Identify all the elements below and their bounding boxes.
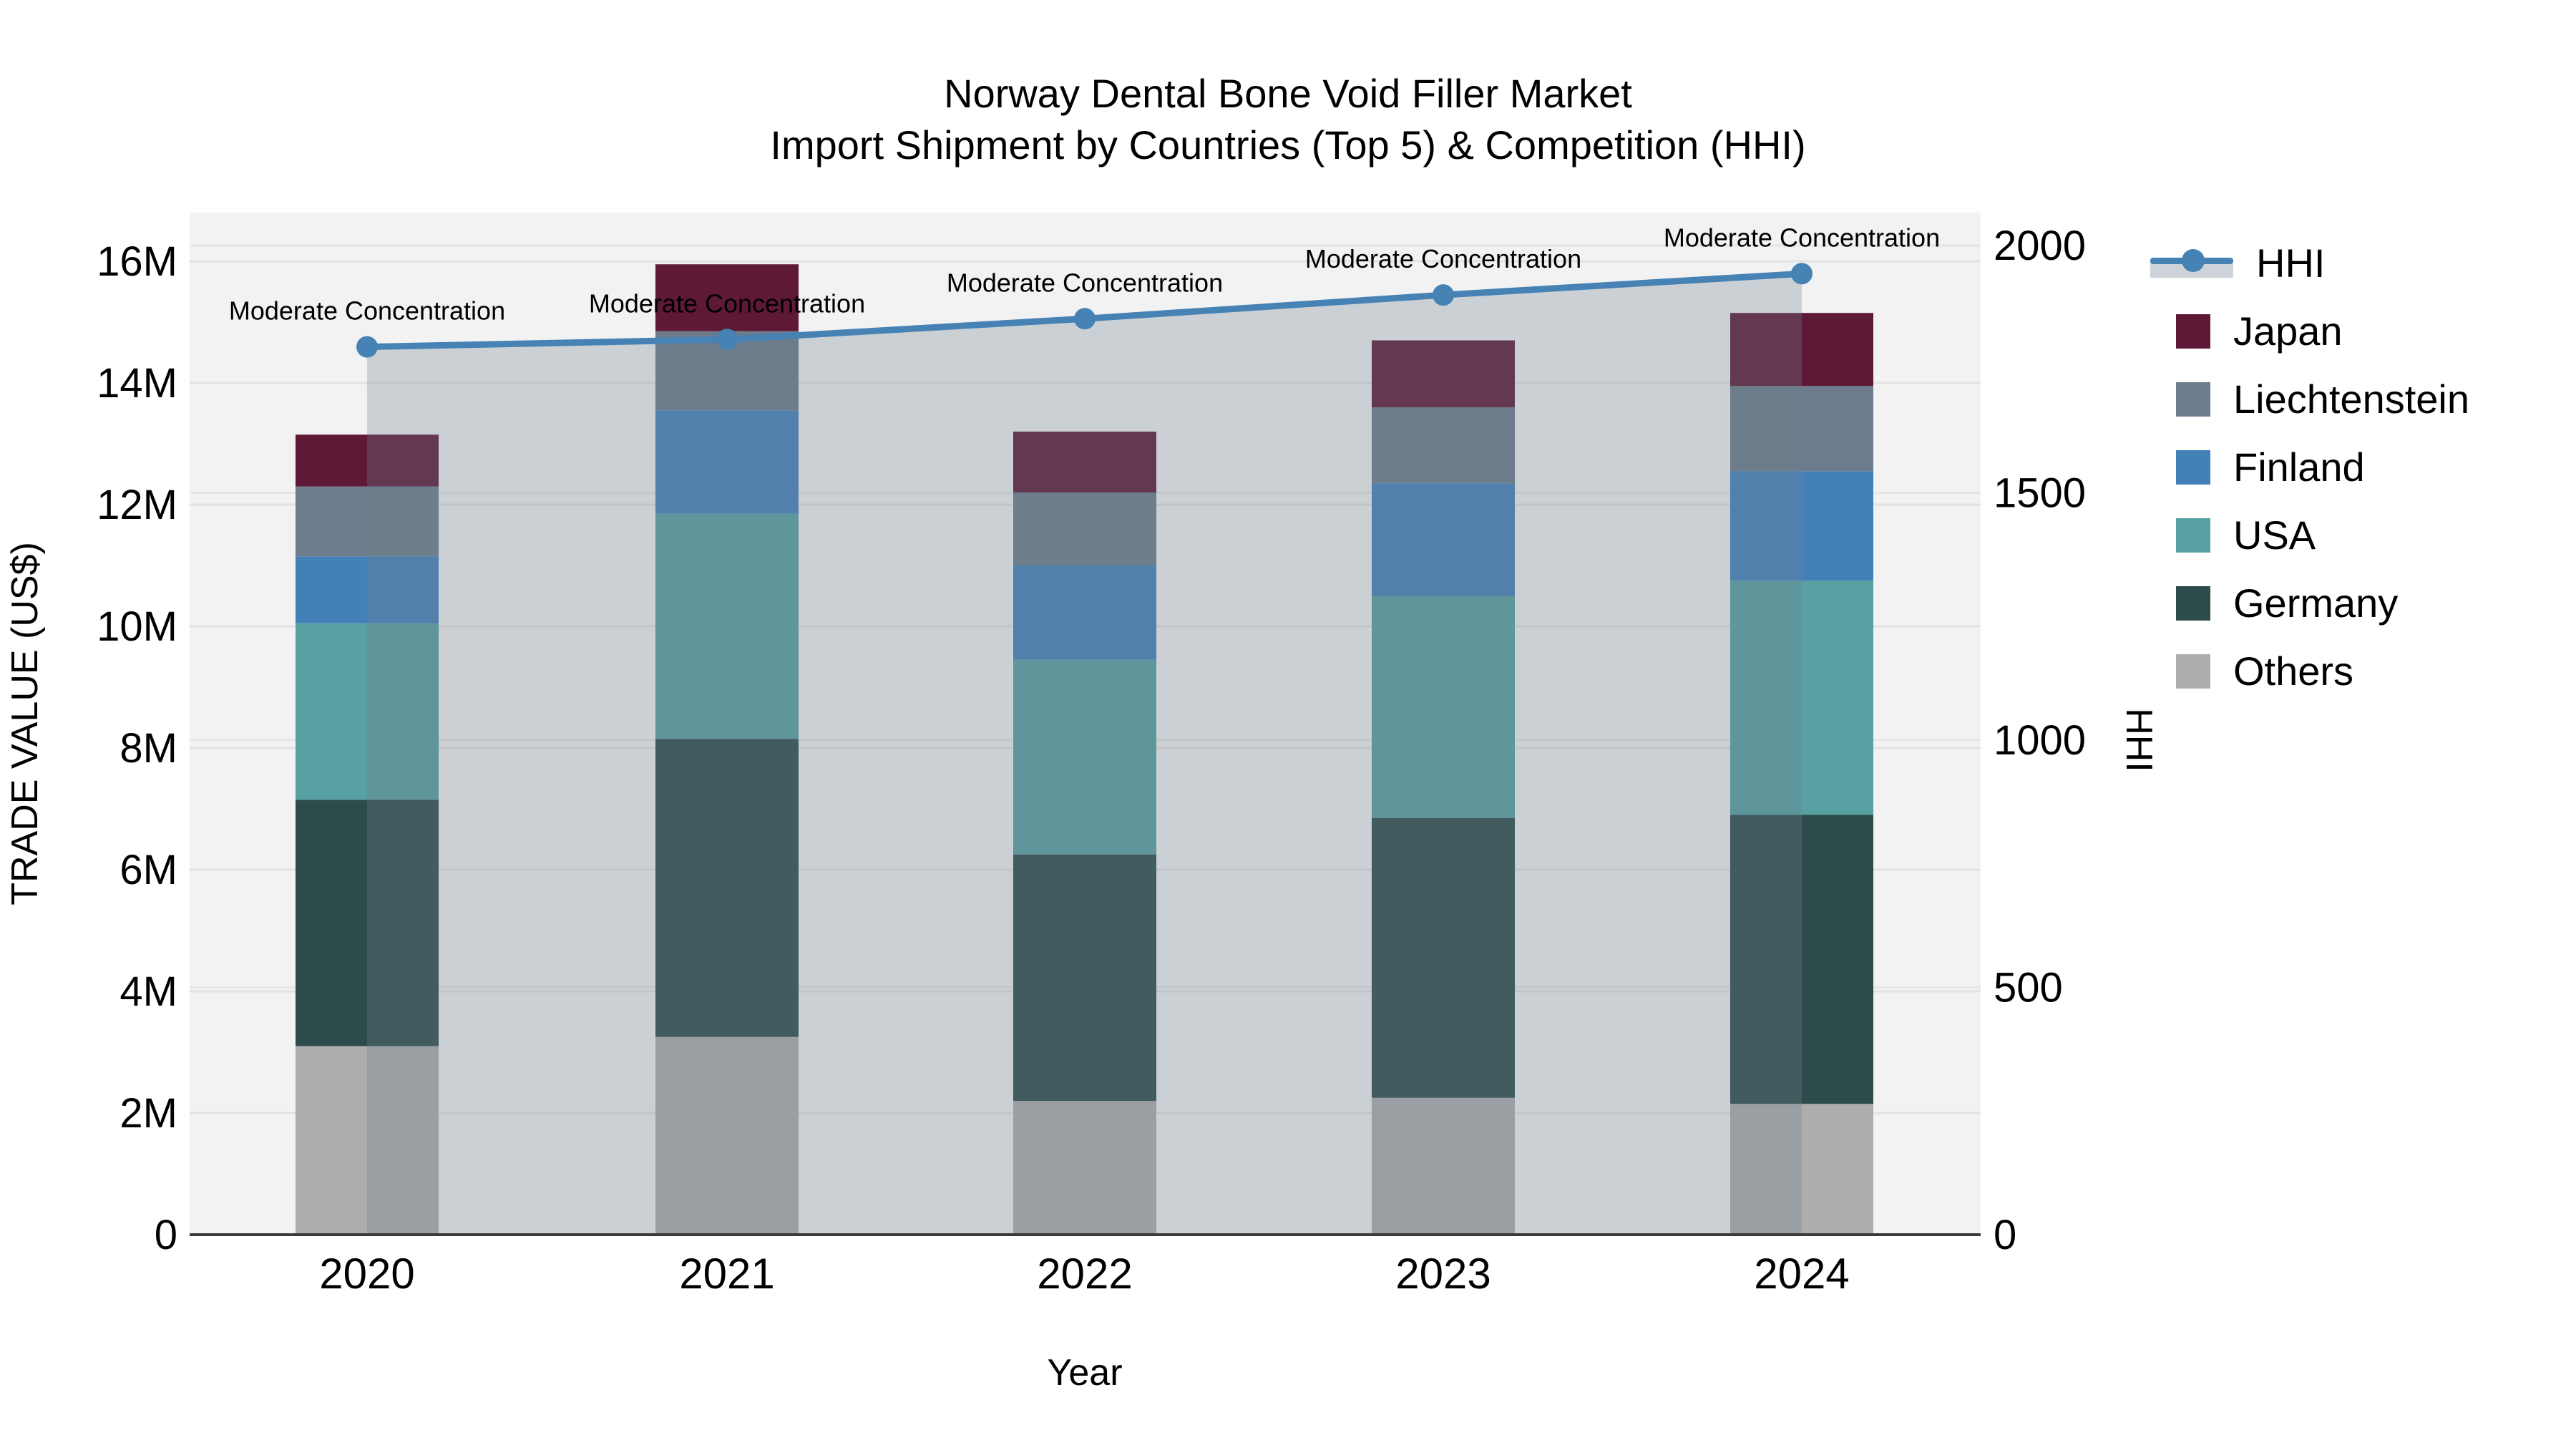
y-left-tick: 16M [97,238,177,285]
annotation-2020: Moderate Concentration [229,296,505,326]
bar-segment-liechtenstein-2024 [1730,386,1873,472]
bar-segment-others-2020 [296,1046,439,1235]
bar-segment-japan-2022 [1013,432,1156,492]
y-left-tick: 6M [119,847,177,893]
legend-item-finland[interactable]: Finland [2150,433,2551,501]
bar-segment-others-2022 [1013,1101,1156,1235]
legend-swatch-icon [2176,314,2210,349]
bar-segment-germany-2022 [1013,854,1156,1101]
legend-label: USA [2233,512,2316,558]
legend-swatch-icon [2176,382,2210,417]
bar-segment-germany-2021 [655,739,799,1037]
x-tick-2023: 2023 [1395,1250,1491,1298]
hhi-marker-2022 [1074,308,1096,330]
legend-label: Japan [2233,308,2343,354]
annotations-group: Moderate Concentration Moderate Concentra… [229,223,1940,325]
legend-item-liechtenstein[interactable]: Liechtenstein [2150,365,2551,433]
bar-segment-others-2021 [655,1036,799,1235]
y-right-tick: 1000 [1994,717,2086,764]
annotation-2022: Moderate Concentration [947,268,1223,297]
bar-segment-finland-2022 [1013,565,1156,660]
annotation-2021: Moderate Concentration [589,288,865,318]
x-tick-2022: 2022 [1037,1250,1132,1298]
bar-segment-finland-2021 [655,410,799,514]
x-tick-2024: 2024 [1754,1250,1849,1298]
y-left-tick: 4M [119,968,177,1015]
chart-title: Norway Dental Bone Void Filler Market [944,71,1632,116]
bar-segment-finland-2024 [1730,471,1873,581]
hhi-marker-2023 [1433,284,1454,306]
y-left-axis-title: TRADE VALUE (US$) [4,542,46,905]
bar-segment-liechtenstein-2020 [296,486,439,557]
right-axis-tick-labels: 0 500 1000 1500 2000 [1994,223,2086,1258]
bar-segment-liechtenstein-2023 [1372,407,1515,484]
legend-item-others[interactable]: Others [2150,637,2551,705]
annotation-2023: Moderate Concentration [1305,244,1581,273]
legend-label: Liechtenstein [2233,376,2470,422]
bar-segment-germany-2024 [1730,815,1873,1104]
legend-item-germany[interactable]: Germany [2150,569,2551,637]
hhi-line-group [356,263,1813,358]
legend-swatch-icon [2176,517,2210,553]
y-left-tick: 2M [119,1090,177,1137]
bar-segment-japan-2024 [1730,313,1873,387]
legend-item-hhi[interactable]: HHI [2150,229,2551,297]
bar-segment-germany-2020 [296,800,439,1046]
x-axis-title: Year [1047,1352,1122,1394]
legend-label: Finland [2233,444,2365,490]
bar-segment-usa-2021 [655,513,799,739]
annotation-2024: Moderate Concentration [1664,223,1940,252]
bar-segment-japan-2020 [296,434,439,487]
x-axis-tick-labels: 2020 2021 2022 2023 2024 [319,1250,1849,1298]
bar-segment-usa-2022 [1013,659,1156,855]
bar-segment-germany-2023 [1372,817,1515,1098]
left-axis-tick-labels: 0 2M 4M 6M 8M 10M 12M 14M 16M [97,238,177,1258]
bar-segment-others-2023 [1372,1097,1515,1235]
y-right-tick: 500 [1994,965,2063,1011]
legend-label: HHI [2256,240,2326,286]
y-left-tick: 8M [119,725,177,772]
y-left-tick: 14M [97,360,177,407]
y-left-tick: 10M [97,603,177,650]
legend: HHI Japan Liechtenstein Finland USA Germany Ot… [2150,229,2551,705]
x-tick-2021: 2021 [679,1250,774,1298]
legend-swatch-icon [2176,653,2210,689]
y-left-tick: 0 [155,1212,177,1258]
hhi-area-polygon [367,273,1802,1235]
hhi-marker-2021 [716,329,738,351]
legend-label: Germany [2233,580,2399,626]
bar-segment-usa-2024 [1730,580,1873,815]
chart-subtitle: Import Shipment by Countries (Top 5) & C… [770,122,1805,167]
legend-swatch-icon [2176,585,2210,621]
hhi-marker-2020 [356,336,378,358]
x-tick-2020: 2020 [319,1250,414,1298]
hhi-line-icon [2150,246,2233,281]
bar-segment-usa-2020 [296,623,439,800]
bar-segment-japan-2023 [1372,340,1515,407]
legend-item-japan[interactable]: Japan [2150,297,2551,365]
y-right-axis-title: HHI [2118,708,2160,772]
stacked-bars-group [296,264,1873,1235]
bar-segment-japan-2021 [655,264,799,331]
y-right-tick: 1500 [1994,470,2086,517]
legend-item-usa[interactable]: USA [2150,501,2551,569]
y-right-tick: 0 [1994,1212,2016,1258]
bar-segment-others-2024 [1730,1104,1873,1235]
y-left-tick: 12M [97,482,177,528]
bar-segment-liechtenstein-2022 [1013,492,1156,565]
y-right-tick: 2000 [1994,223,2086,269]
legend-swatch-icon [2176,449,2210,485]
legend-label: Others [2233,648,2354,694]
bar-segment-finland-2023 [1372,483,1515,596]
bar-segment-usa-2023 [1372,596,1515,818]
hhi-marker-2024 [1791,263,1813,285]
bar-segment-finland-2020 [296,556,439,623]
hhi-area-fill [367,273,1802,1235]
